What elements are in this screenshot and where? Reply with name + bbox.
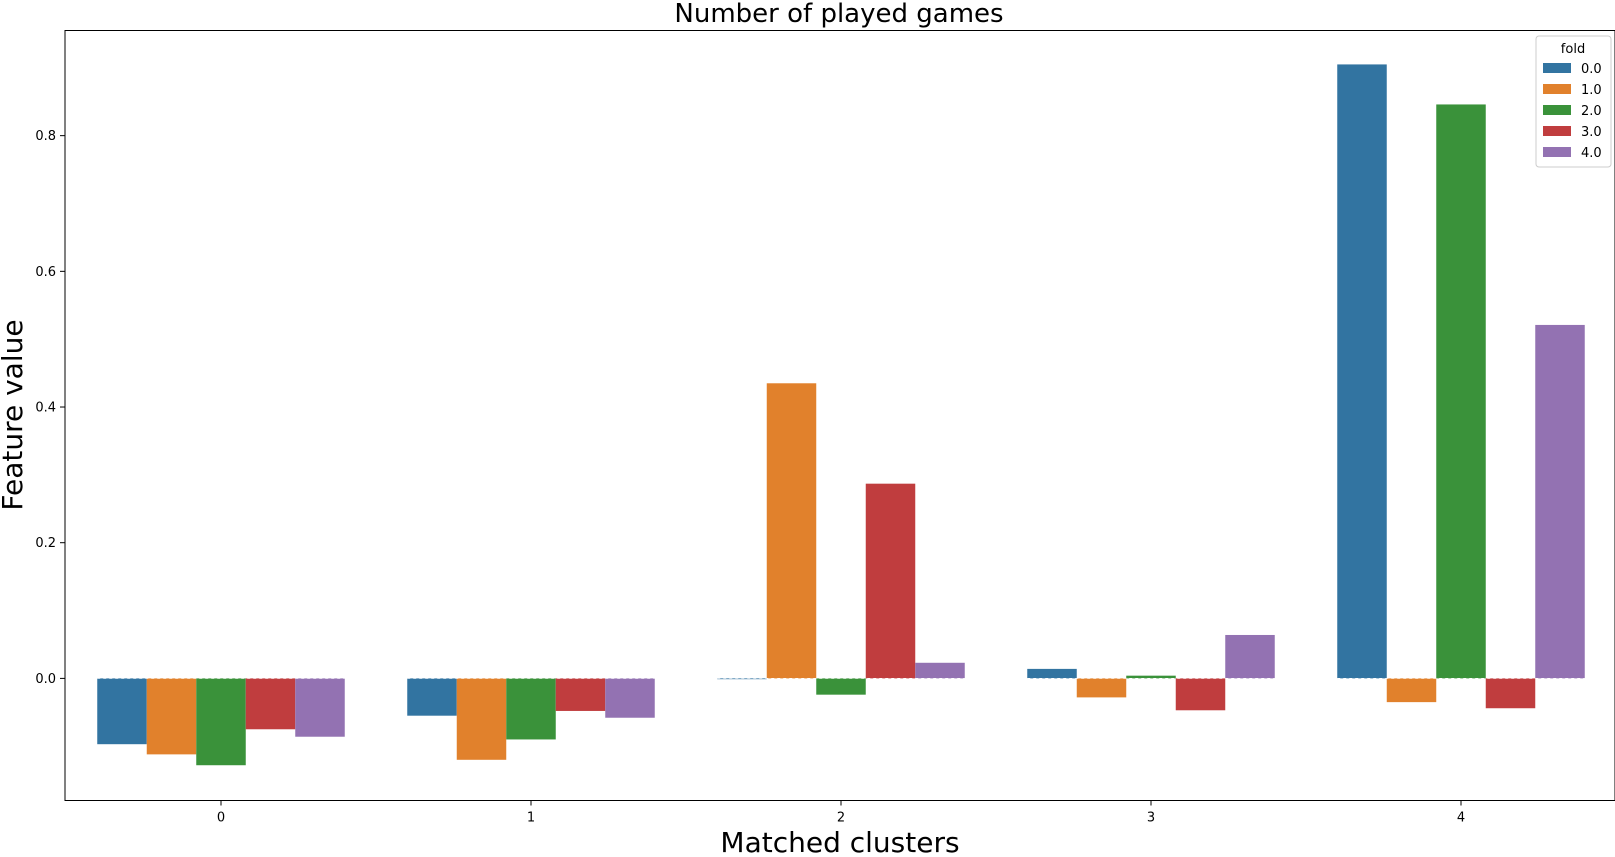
y-axis-ticks: 0.0 0.2 0.4 0.6 0.8: [35, 129, 65, 687]
x-tick-label: 2: [837, 811, 845, 826]
bar-cluster-1-fold-1.0: [456, 678, 507, 760]
legend-swatch-4.0: [1543, 147, 1571, 157]
bar-cluster-4-fold-2.0: [1436, 104, 1486, 679]
legend-swatch-2.0: [1543, 105, 1571, 115]
bar-cluster-2-fold-1.0: [766, 383, 817, 679]
bar-cluster-3-fold-3.0: [1175, 678, 1226, 711]
bar-cluster-0-fold-1.0: [146, 678, 197, 755]
bar-cluster-4-fold-4.0: [1535, 324, 1585, 679]
legend-label-2.0: 2.0: [1581, 104, 1602, 119]
x-tick-label: 3: [1147, 811, 1155, 826]
legend-label-1.0: 1.0: [1581, 83, 1602, 98]
bar-cluster-4-fold-3.0: [1485, 678, 1536, 709]
bar-cluster-0-fold-0.0: [97, 678, 147, 745]
legend-label-4.0: 4.0: [1581, 146, 1602, 161]
bar-cluster-4-fold-1.0: [1386, 678, 1437, 703]
bar-cluster-3-fold-0.0: [1027, 668, 1077, 679]
y-tick-label: 0.6: [35, 265, 56, 280]
legend-swatch-3.0: [1543, 126, 1571, 136]
legend-items: 0.0 1.0 2.0 3.0 4.0: [1543, 62, 1602, 161]
legend: fold 0.0 1.0 2.0 3.0 4.0: [1535, 35, 1612, 168]
x-tick-label: 0: [217, 811, 225, 826]
chart-title: Number of played games: [674, 0, 1003, 29]
y-tick-label: 0.0: [35, 672, 56, 687]
x-axis-label: Matched clusters: [720, 826, 959, 857]
x-tick-label: 1: [527, 811, 535, 826]
bar-cluster-3-fold-2.0: [1126, 675, 1176, 679]
bar-cluster-1-fold-3.0: [555, 678, 606, 711]
x-axis-ticks: 0 1 2 3 4: [217, 800, 1465, 826]
bar-cluster-0-fold-3.0: [245, 678, 296, 730]
bar-cluster-0-fold-4.0: [295, 678, 345, 737]
bar-cluster-2-fold-3.0: [865, 483, 916, 679]
bar-cluster-3-fold-4.0: [1225, 634, 1275, 679]
legend-label-0.0: 0.0: [1581, 62, 1602, 77]
y-axis-label: Feature value: [0, 319, 29, 510]
bar-cluster-2-fold-2.0: [816, 678, 866, 695]
y-tick-label: 0.8: [35, 129, 56, 144]
bar-cluster-2-fold-0.0: [717, 678, 767, 680]
legend-swatch-1.0: [1543, 84, 1571, 94]
legend-title: fold: [1561, 42, 1585, 57]
bar-cluster-2-fold-4.0: [915, 662, 965, 679]
legend-swatch-0.0: [1543, 63, 1571, 73]
y-tick-label: 0.2: [35, 536, 56, 551]
bar-cluster-0-fold-2.0: [196, 678, 246, 766]
bars-group: [97, 64, 1585, 766]
plot-frame: [64, 30, 1615, 801]
bar-cluster-1-fold-4.0: [605, 678, 655, 718]
bar-cluster-3-fold-1.0: [1076, 678, 1127, 698]
y-tick-label: 0.4: [35, 401, 56, 416]
bar-cluster-4-fold-0.0: [1337, 64, 1387, 679]
x-tick-label: 4: [1457, 811, 1465, 826]
bar-cluster-1-fold-2.0: [506, 678, 556, 740]
legend-label-3.0: 3.0: [1581, 125, 1602, 140]
bar-cluster-1-fold-0.0: [407, 678, 457, 716]
